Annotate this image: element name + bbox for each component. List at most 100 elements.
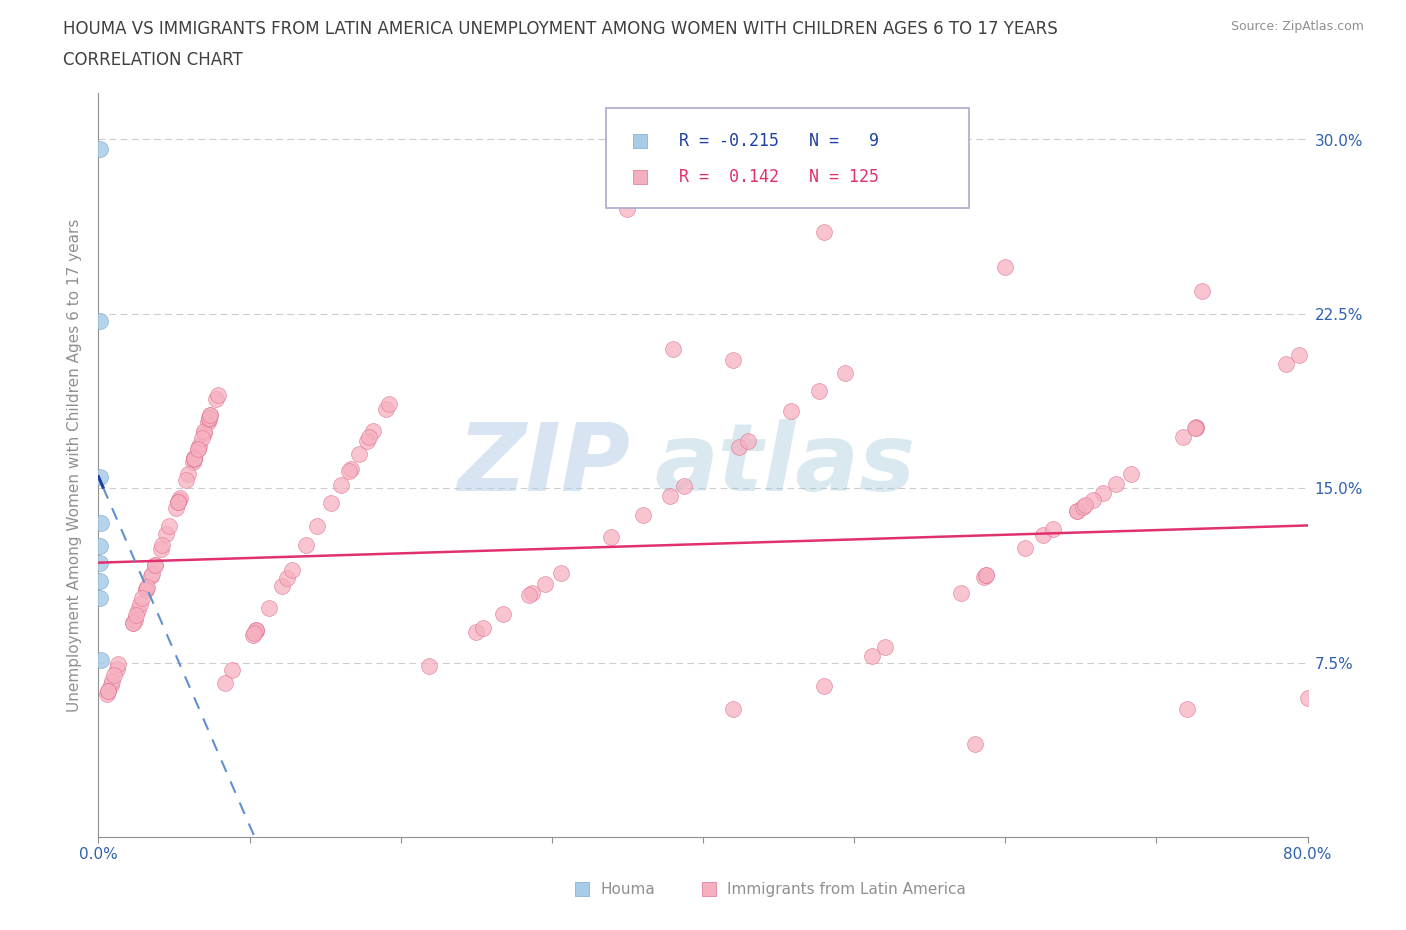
Point [149,541,172,556]
Point [834,365,856,380]
Point [1071,499,1094,514]
Point [221,663,243,678]
Point [103,668,125,683]
Point [976,568,998,583]
Point [157,519,180,534]
Point [519,588,541,603]
Point [242,628,264,643]
Point [191,431,214,445]
Point [295,538,318,552]
Point [270,578,292,593]
Point [169,490,191,505]
Text: R = -0.215   N =   9: R = -0.215 N = 9 [679,132,879,150]
Point [187,439,209,454]
Point [860,648,883,663]
Point [122,616,145,631]
Point [205,392,228,406]
Point [779,404,801,418]
Point [150,538,173,552]
Point [155,527,177,542]
Text: CORRELATION CHART: CORRELATION CHART [63,51,243,69]
Point [1184,420,1206,435]
Point [1185,419,1208,434]
Point [1083,492,1105,507]
Point [280,563,302,578]
Point [97,684,120,698]
Point [1171,430,1194,445]
Point [661,341,683,356]
Point [135,582,157,597]
Point [276,570,298,585]
Point [1014,541,1036,556]
Point [89,313,111,328]
Point [100,677,122,692]
Point [90,515,112,530]
Point [337,464,360,479]
Point [177,467,200,482]
Point [165,500,187,515]
Point [125,608,148,623]
Point [339,462,361,477]
Text: ZIP: ZIP [457,419,630,511]
Point [492,606,515,621]
Point [131,591,153,606]
Point [1119,466,1142,481]
Point [243,626,266,641]
Point [356,433,378,448]
Point [197,414,219,429]
Point [187,442,209,457]
Text: Immigrants from Latin America: Immigrants from Latin America [727,882,966,897]
Point [873,639,896,654]
Point [207,388,229,403]
Point [97,684,120,698]
Point [96,687,118,702]
Point [307,519,329,534]
Point [89,141,111,156]
Point [200,407,222,422]
Text: HOUMA VS IMMIGRANTS FROM LATIN AMERICA UNEMPLOYMENT AMONG WOMEN WITH CHILDREN AG: HOUMA VS IMMIGRANTS FROM LATIN AMERICA U… [63,20,1059,38]
Point [600,530,623,545]
Point [139,568,162,583]
Point [1042,521,1064,536]
Point [465,625,488,640]
Point [1288,348,1310,363]
Point [813,679,835,694]
Point [1032,528,1054,543]
Point [174,472,197,487]
Point [181,455,204,470]
Point [107,657,129,671]
Point [245,623,267,638]
Point [183,452,205,467]
Point [167,495,190,510]
Point [141,566,163,581]
Point [122,616,145,631]
Point [1175,702,1198,717]
Point [198,411,221,426]
Point [198,411,221,426]
Point [257,601,280,616]
Point [994,259,1017,275]
Point [659,488,682,503]
Point [377,396,399,411]
Point [135,579,157,594]
Point [89,574,111,589]
Point [375,402,398,417]
Point [198,408,221,423]
Point [193,424,215,439]
Text: R =  0.142   N = 125: R = 0.142 N = 125 [679,168,879,186]
Point [616,202,638,217]
Point [550,565,572,580]
Point [1074,498,1097,512]
Point [965,737,987,751]
Point [1066,504,1088,519]
Point [319,496,342,511]
Point [418,658,440,673]
Point [673,479,696,494]
Point [1184,420,1206,435]
Point [167,492,190,507]
Point [737,433,759,448]
Point [89,555,111,570]
Point [631,508,654,523]
Point [1275,356,1298,371]
Point [90,653,112,668]
